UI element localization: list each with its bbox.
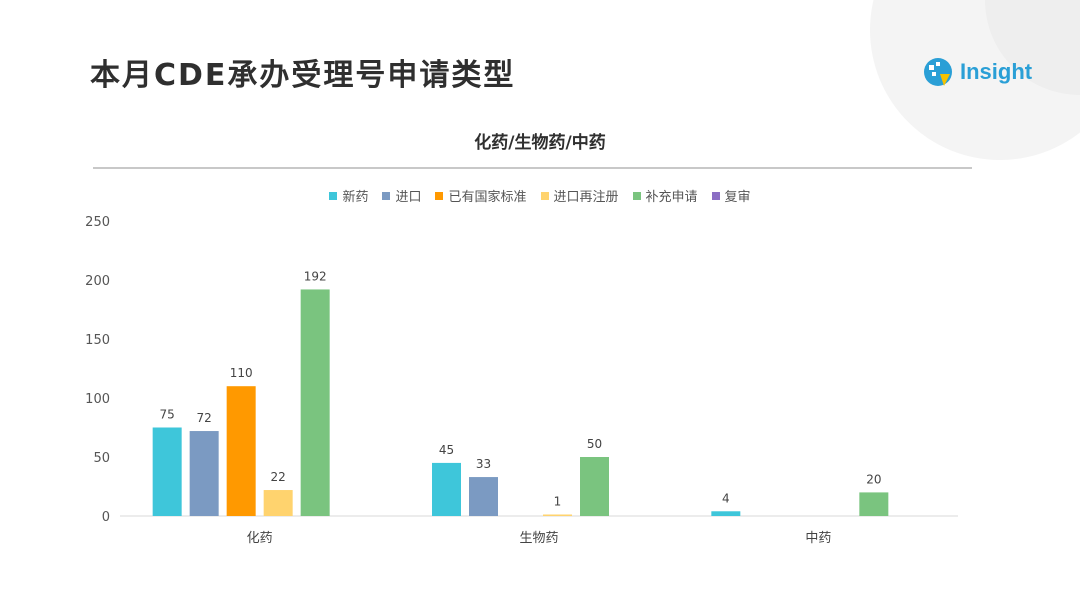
legend-label: 补充申请 bbox=[645, 190, 698, 205]
legend-label: 已有国家标准 bbox=[448, 190, 527, 205]
legend-label: 进口 bbox=[395, 190, 422, 205]
legend-item: 进口 bbox=[382, 186, 421, 205]
bar bbox=[226, 386, 256, 516]
bar bbox=[859, 492, 889, 516]
bar bbox=[580, 457, 609, 516]
data-label: 4 bbox=[722, 491, 730, 505]
data-label: 33 bbox=[476, 457, 491, 471]
data-label: 22 bbox=[271, 470, 286, 484]
y-tick-label: 250 bbox=[85, 215, 110, 230]
data-label: 45 bbox=[439, 443, 454, 457]
legend-swatch bbox=[382, 191, 391, 200]
legend-label: 新药 bbox=[342, 190, 369, 205]
y-tick-label: 200 bbox=[85, 274, 110, 289]
legend-label: 进口再注册 bbox=[553, 190, 619, 205]
data-label: 20 bbox=[866, 472, 881, 486]
legend-item: 补充申请 bbox=[632, 186, 698, 205]
bar bbox=[432, 462, 461, 516]
bar bbox=[543, 514, 572, 516]
data-label: 72 bbox=[197, 411, 212, 425]
legend-item: 已有国家标准 bbox=[435, 186, 527, 205]
bar bbox=[300, 289, 330, 516]
legend-swatch bbox=[632, 191, 641, 200]
x-category-label: 生物药 bbox=[519, 531, 558, 546]
chart-legend: 新药 进口 已有国家标准 进口再注册 补充申请 复审 bbox=[0, 186, 1080, 205]
legend-swatch bbox=[329, 191, 338, 200]
data-label: 50 bbox=[587, 437, 602, 451]
bar bbox=[469, 477, 498, 516]
bar bbox=[263, 490, 293, 516]
x-category-label: 化药 bbox=[247, 531, 273, 546]
insight-logo-icon bbox=[924, 58, 952, 86]
data-label: 1 bbox=[554, 495, 562, 509]
legend-swatch bbox=[711, 191, 720, 200]
y-tick-label: 100 bbox=[85, 392, 110, 407]
legend-item: 新药 bbox=[329, 186, 368, 205]
page-title: 本月CDE承办受理号申请类型 bbox=[90, 58, 516, 93]
legend-item: 复审 bbox=[711, 186, 751, 205]
logo-text: Insight bbox=[960, 59, 1033, 84]
data-label: 110 bbox=[230, 366, 253, 380]
data-label: 192 bbox=[304, 269, 327, 283]
title-divider bbox=[93, 167, 972, 169]
legend-swatch bbox=[435, 191, 444, 200]
legend-swatch bbox=[540, 191, 549, 200]
x-category-label: 中药 bbox=[805, 531, 831, 546]
chart-title: 化药/生物药/中药 bbox=[474, 133, 606, 153]
legend-item: 进口再注册 bbox=[540, 186, 619, 205]
insight-logo: Insight bbox=[920, 54, 1032, 90]
legend-label: 复审 bbox=[724, 190, 751, 205]
y-tick-label: 150 bbox=[85, 333, 110, 348]
y-tick-label: 50 bbox=[93, 451, 110, 466]
y-tick-label: 0 bbox=[102, 510, 110, 525]
bar bbox=[152, 427, 182, 516]
data-label: 75 bbox=[160, 408, 175, 422]
bar bbox=[189, 431, 219, 516]
bar bbox=[711, 511, 741, 516]
